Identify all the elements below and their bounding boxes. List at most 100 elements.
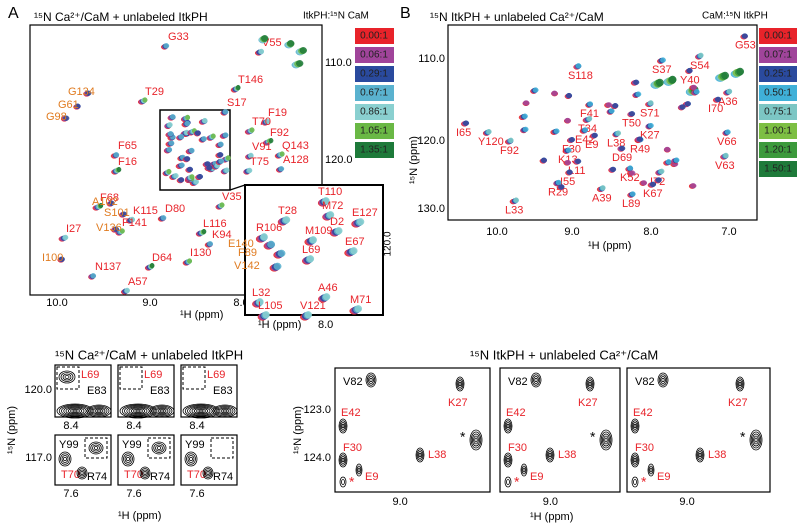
panel-title: ¹⁵N Ca²⁺/CaM + unlabeled ItkPH — [34, 10, 208, 24]
legend-title: CaM:¹⁵N ItkPH — [702, 11, 768, 22]
contour — [203, 468, 213, 478]
legend-swatch — [355, 85, 394, 101]
residue-label: Y99 — [185, 439, 205, 451]
residue-label: E67 — [345, 236, 365, 248]
contour — [504, 454, 512, 466]
contour — [356, 465, 362, 475]
residue-label: A102 — [92, 196, 118, 208]
peak — [62, 234, 69, 241]
peak — [225, 155, 231, 161]
x-tick-label: 9.0 — [543, 496, 558, 508]
residue-label: V91 — [252, 141, 272, 153]
peak — [309, 236, 317, 244]
peak — [587, 101, 594, 107]
peak — [684, 101, 691, 107]
peak — [635, 91, 642, 97]
residue-label: E9 — [657, 471, 670, 483]
asterisk: * — [641, 474, 647, 490]
peak — [327, 211, 335, 219]
x-tick-label: 8.4 — [126, 420, 141, 432]
residue-label: R106 — [256, 222, 282, 234]
residue-label: M109 — [305, 225, 333, 237]
x-tick-label: 8.0 — [643, 226, 658, 238]
residue-label: R49 — [630, 143, 650, 155]
contour — [458, 381, 462, 387]
reference-box — [182, 366, 206, 390]
contour — [123, 453, 133, 465]
y-tick-label: 120.0 — [325, 154, 353, 166]
contour — [418, 452, 422, 458]
y-axis-label: ¹⁵N (ppm) — [292, 406, 304, 454]
peak — [629, 191, 636, 197]
peak — [189, 174, 195, 180]
peak — [725, 129, 731, 135]
contour — [63, 406, 87, 416]
residue-label: L116 — [203, 218, 227, 230]
asterisk: * — [740, 429, 746, 445]
contour — [184, 451, 198, 467]
residue-label: E9 — [585, 139, 598, 151]
residue-label: Y99 — [59, 439, 79, 451]
peak — [721, 71, 729, 80]
peak — [306, 255, 315, 263]
peak — [540, 157, 547, 163]
peak — [207, 241, 213, 247]
residue-label: F30 — [343, 442, 362, 454]
residue-label: K27 — [728, 397, 748, 409]
residue-label: F65 — [118, 140, 137, 152]
peak — [166, 168, 172, 175]
legend-label: 0.50:1 — [764, 88, 792, 99]
contour — [90, 443, 102, 453]
peak — [119, 228, 125, 234]
asterisk: * — [514, 474, 520, 490]
contour — [202, 466, 214, 480]
peak — [586, 116, 593, 122]
peak — [260, 233, 268, 241]
peak — [283, 216, 291, 224]
spectrum-frame — [334, 367, 491, 493]
contour — [633, 457, 637, 463]
peak — [640, 180, 648, 186]
residue-label: I70 — [708, 103, 723, 115]
residue-label: S118 — [568, 70, 593, 82]
peak — [665, 159, 672, 165]
peak — [299, 47, 307, 54]
residue-label: T70 — [124, 469, 143, 481]
x-tick-label: 10.0 — [46, 297, 67, 309]
contour — [72, 409, 78, 413]
peak — [194, 130, 201, 136]
contour — [546, 449, 554, 461]
residue-label: R74 — [150, 471, 170, 483]
contour — [531, 374, 541, 386]
legend-swatch — [355, 104, 394, 120]
contour — [416, 449, 424, 461]
contour — [341, 479, 345, 485]
peak — [169, 114, 176, 120]
peak — [217, 141, 224, 147]
contour — [139, 466, 151, 480]
panel-title: ¹⁵N Ca²⁺/CaM + unlabeled ItkPH — [55, 347, 243, 362]
peak — [296, 60, 304, 67]
contour — [473, 435, 479, 445]
peak — [124, 287, 130, 294]
residue-label: G53 — [735, 40, 756, 52]
peak — [522, 126, 529, 133]
peak — [129, 216, 135, 223]
contour — [133, 408, 143, 414]
peak — [648, 100, 654, 106]
legend-swatch — [759, 47, 797, 63]
contour — [506, 479, 510, 485]
peak — [648, 122, 654, 129]
peak — [508, 137, 514, 143]
contour — [456, 378, 464, 390]
contour — [657, 372, 669, 388]
legend-swatch — [355, 47, 394, 63]
residue-label: E140 — [228, 238, 254, 250]
residue-label: Y40 — [680, 74, 700, 86]
residue-label: F30 — [508, 442, 527, 454]
contour — [143, 471, 147, 475]
residue-label: E9 — [365, 471, 378, 483]
legend-label: 1.50:1 — [764, 164, 792, 175]
legend-label: 0.06:1 — [360, 50, 388, 61]
